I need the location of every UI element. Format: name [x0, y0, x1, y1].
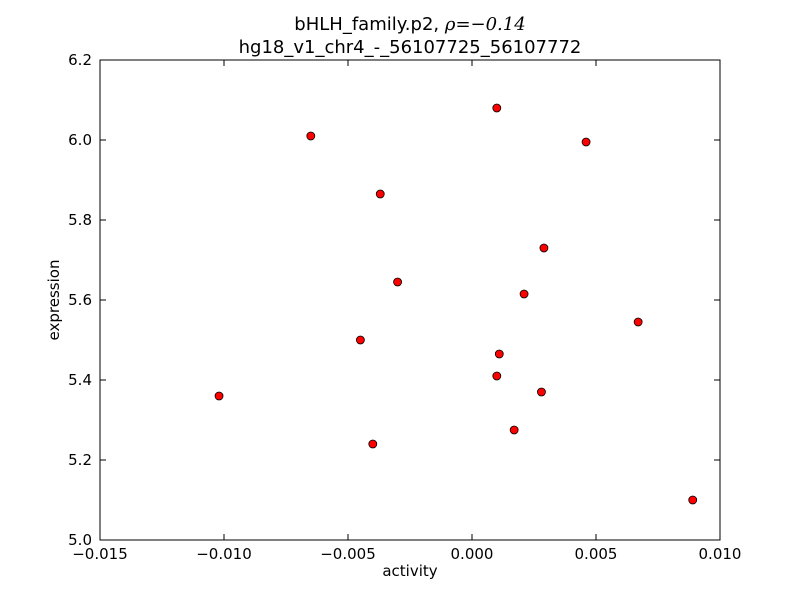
chart-title-rho: ρ=−0.14 [444, 14, 526, 35]
x-tick-label: −0.015 [72, 545, 128, 563]
data-point [492, 103, 502, 113]
data-point [509, 425, 519, 435]
chart-title-main: bHLH_family.p2, [294, 14, 445, 35]
x-tick-label: 0.010 [699, 545, 742, 563]
data-point [688, 495, 698, 505]
x-tick-label: 0.005 [575, 545, 618, 563]
data-point [214, 391, 224, 401]
data-point [492, 371, 502, 381]
plot-area-frame [99, 59, 721, 541]
data-points [214, 103, 698, 505]
chart-title: bHLH_family.p2, ρ=−0.14 [294, 14, 525, 35]
data-point [519, 289, 529, 299]
x-axis-label: activity [382, 562, 437, 580]
data-point [539, 243, 549, 253]
y-tick-label: 6.0 [68, 131, 92, 149]
y-tick-label: 5.4 [68, 371, 92, 389]
x-tick-label: 0.000 [451, 545, 494, 563]
data-point [537, 387, 546, 397]
y-axis-label: expression [45, 260, 63, 341]
data-point [633, 317, 643, 327]
axis-ticks: −0.015 −0.010 −0.005 0.000 0.005 0.010 5.0 5.2 5… [68, 51, 741, 563]
x-tick-label: −0.005 [320, 545, 376, 563]
data-point [355, 335, 365, 345]
data-point [306, 131, 316, 141]
y-tick-label: 5.6 [68, 291, 92, 309]
data-point [375, 189, 385, 199]
data-point [393, 277, 403, 287]
y-tick-label: 5.2 [68, 451, 92, 469]
y-tick-label: 5.8 [68, 211, 92, 229]
data-point [494, 349, 504, 359]
x-tick-label: −0.010 [196, 545, 252, 563]
y-tick-label: 6.2 [68, 51, 92, 69]
y-tick-label: 5.0 [68, 531, 92, 549]
chart-subtitle: hg18_v1_chr4_-_56107725_56107772 [239, 37, 582, 58]
data-point [368, 439, 378, 449]
data-point [581, 137, 591, 147]
